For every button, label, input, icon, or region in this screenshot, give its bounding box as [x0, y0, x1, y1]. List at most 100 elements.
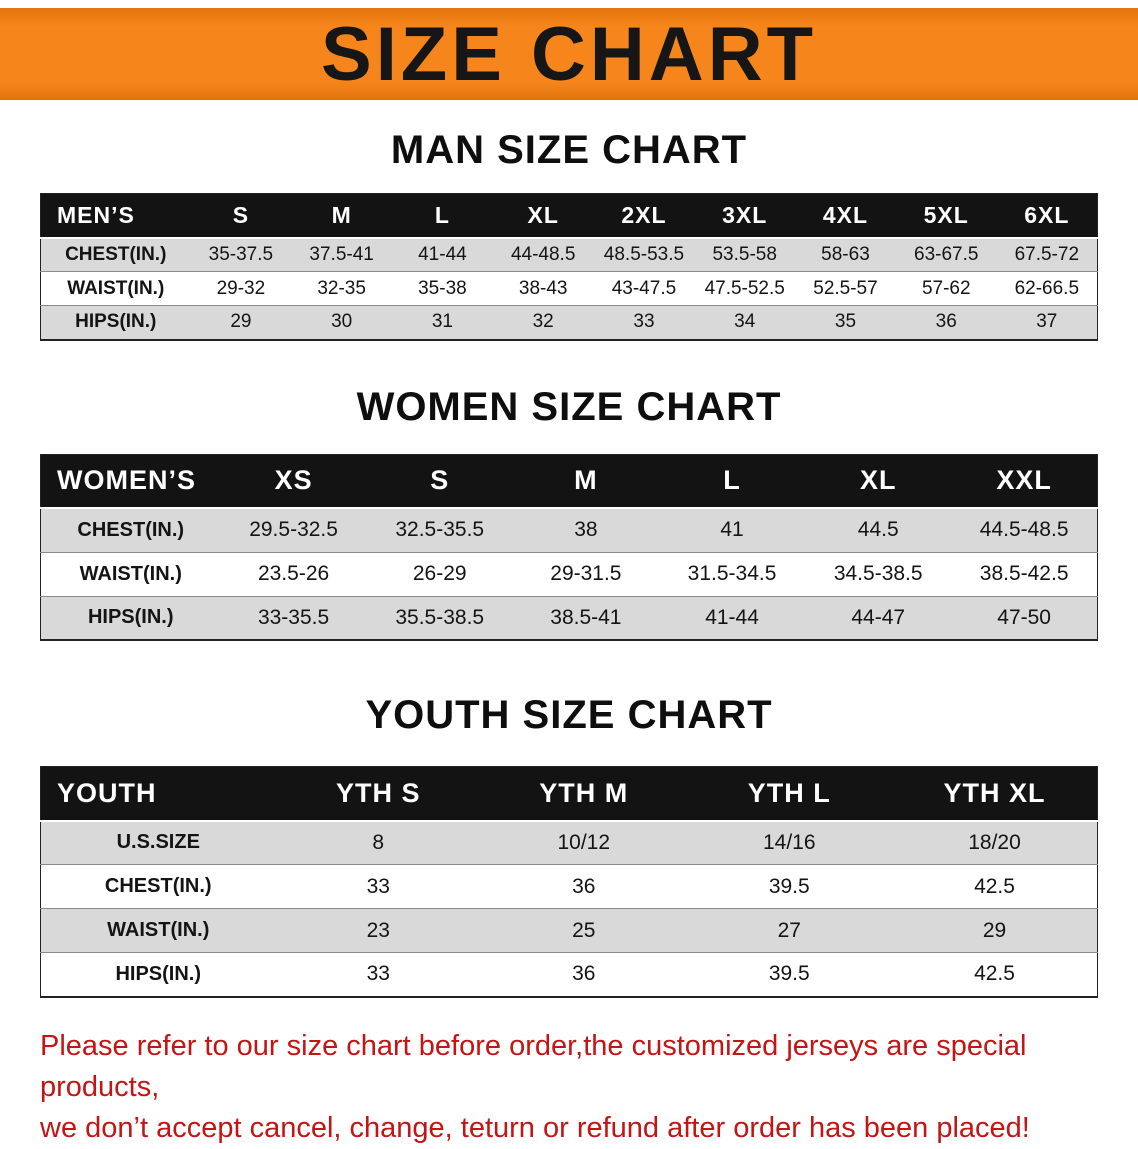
size-column-header: M — [513, 454, 659, 508]
disclaimer-line-1: Please refer to our size chart before or… — [40, 1030, 1026, 1103]
size-value-cell: 62-66.5 — [997, 272, 1098, 306]
size-column-header: 3XL — [694, 194, 795, 238]
size-value-cell: 32 — [493, 306, 594, 340]
size-value-cell: 29-31.5 — [513, 552, 659, 596]
women-size-chart-heading: WOMEN SIZE CHART — [0, 385, 1138, 430]
size-value-cell: 47-50 — [951, 596, 1097, 640]
size-column-header: YTH M — [481, 767, 687, 821]
size-value-cell: 42.5 — [892, 953, 1098, 997]
size-value-cell: 36 — [481, 953, 687, 997]
size-value-cell: 23 — [276, 909, 482, 953]
row-label: WAIST(IN.) — [41, 552, 221, 596]
row-label: HIPS(IN.) — [41, 306, 191, 340]
size-value-cell: 29.5-32.5 — [221, 508, 367, 552]
size-value-cell: 32-35 — [291, 272, 392, 306]
row-label: HIPS(IN.) — [41, 596, 221, 640]
size-column-header: 6XL — [997, 194, 1098, 238]
size-value-cell: 30 — [291, 306, 392, 340]
row-label: WAIST(IN.) — [41, 272, 191, 306]
row-label: CHEST(IN.) — [41, 238, 191, 272]
table-corner-label: MEN’S — [41, 194, 191, 238]
size-value-cell: 44-47 — [805, 596, 951, 640]
size-value-cell: 58-63 — [795, 238, 896, 272]
size-value-cell: 23.5-26 — [221, 552, 367, 596]
size-value-cell: 35 — [795, 306, 896, 340]
size-column-header: XL — [805, 454, 951, 508]
size-column-header: L — [659, 454, 805, 508]
size-value-cell: 48.5-53.5 — [594, 238, 695, 272]
size-value-cell: 43-47.5 — [594, 272, 695, 306]
disclaimer-line-2: we don’t accept cancel, change, teturn o… — [40, 1112, 1030, 1144]
size-column-header: M — [291, 194, 392, 238]
size-value-cell: 63-67.5 — [896, 238, 997, 272]
size-column-header: XXL — [951, 454, 1097, 508]
size-column-header: XL — [493, 194, 594, 238]
row-label: HIPS(IN.) — [41, 953, 276, 997]
size-column-header: YTH S — [276, 767, 482, 821]
size-value-cell: 31.5-34.5 — [659, 552, 805, 596]
size-value-cell: 26-29 — [367, 552, 513, 596]
size-value-cell: 57-62 — [896, 272, 997, 306]
size-value-cell: 33 — [276, 865, 482, 909]
size-value-cell: 36 — [481, 865, 687, 909]
size-value-cell: 8 — [276, 821, 482, 865]
size-value-cell: 39.5 — [687, 865, 893, 909]
size-value-cell: 44.5 — [805, 508, 951, 552]
size-value-cell: 53.5-58 — [694, 238, 795, 272]
table-corner-label: YOUTH — [41, 767, 276, 821]
size-value-cell: 34.5-38.5 — [805, 552, 951, 596]
size-value-cell: 41 — [659, 508, 805, 552]
row-label: CHEST(IN.) — [41, 508, 221, 552]
size-value-cell: 25 — [481, 909, 687, 953]
size-value-cell: 38-43 — [493, 272, 594, 306]
size-value-cell: 37 — [997, 306, 1098, 340]
size-value-cell: 41-44 — [659, 596, 805, 640]
size-value-cell: 33 — [594, 306, 695, 340]
size-value-cell: 36 — [896, 306, 997, 340]
size-column-header: L — [392, 194, 493, 238]
size-column-header: 5XL — [896, 194, 997, 238]
size-value-cell: 47.5-52.5 — [694, 272, 795, 306]
size-value-cell: 14/16 — [687, 821, 893, 865]
man-size-chart-heading: MAN SIZE CHART — [0, 128, 1138, 173]
size-value-cell: 37.5-41 — [291, 238, 392, 272]
size-value-cell: 29 — [191, 306, 292, 340]
size-value-cell: 34 — [694, 306, 795, 340]
size-value-cell: 29 — [892, 909, 1098, 953]
size-value-cell: 44.5-48.5 — [951, 508, 1097, 552]
row-label: CHEST(IN.) — [41, 865, 276, 909]
table-corner-label: WOMEN’S — [41, 454, 221, 508]
size-value-cell: 27 — [687, 909, 893, 953]
size-value-cell: 52.5-57 — [795, 272, 896, 306]
size-value-cell: 67.5-72 — [997, 238, 1098, 272]
size-value-cell: 35-37.5 — [191, 238, 292, 272]
size-value-cell: 38.5-41 — [513, 596, 659, 640]
size-column-header: YTH L — [687, 767, 893, 821]
size-value-cell: 44-48.5 — [493, 238, 594, 272]
row-label: WAIST(IN.) — [41, 909, 276, 953]
size-value-cell: 38 — [513, 508, 659, 552]
size-value-cell: 38.5-42.5 — [951, 552, 1097, 596]
size-value-cell: 31 — [392, 306, 493, 340]
size-column-header: XS — [221, 454, 367, 508]
size-value-cell: 41-44 — [392, 238, 493, 272]
size-value-cell: 35-38 — [392, 272, 493, 306]
disclaimer-text: Please refer to our size chart before or… — [40, 1026, 1138, 1149]
size-value-cell: 39.5 — [687, 953, 893, 997]
size-column-header: YTH XL — [892, 767, 1098, 821]
